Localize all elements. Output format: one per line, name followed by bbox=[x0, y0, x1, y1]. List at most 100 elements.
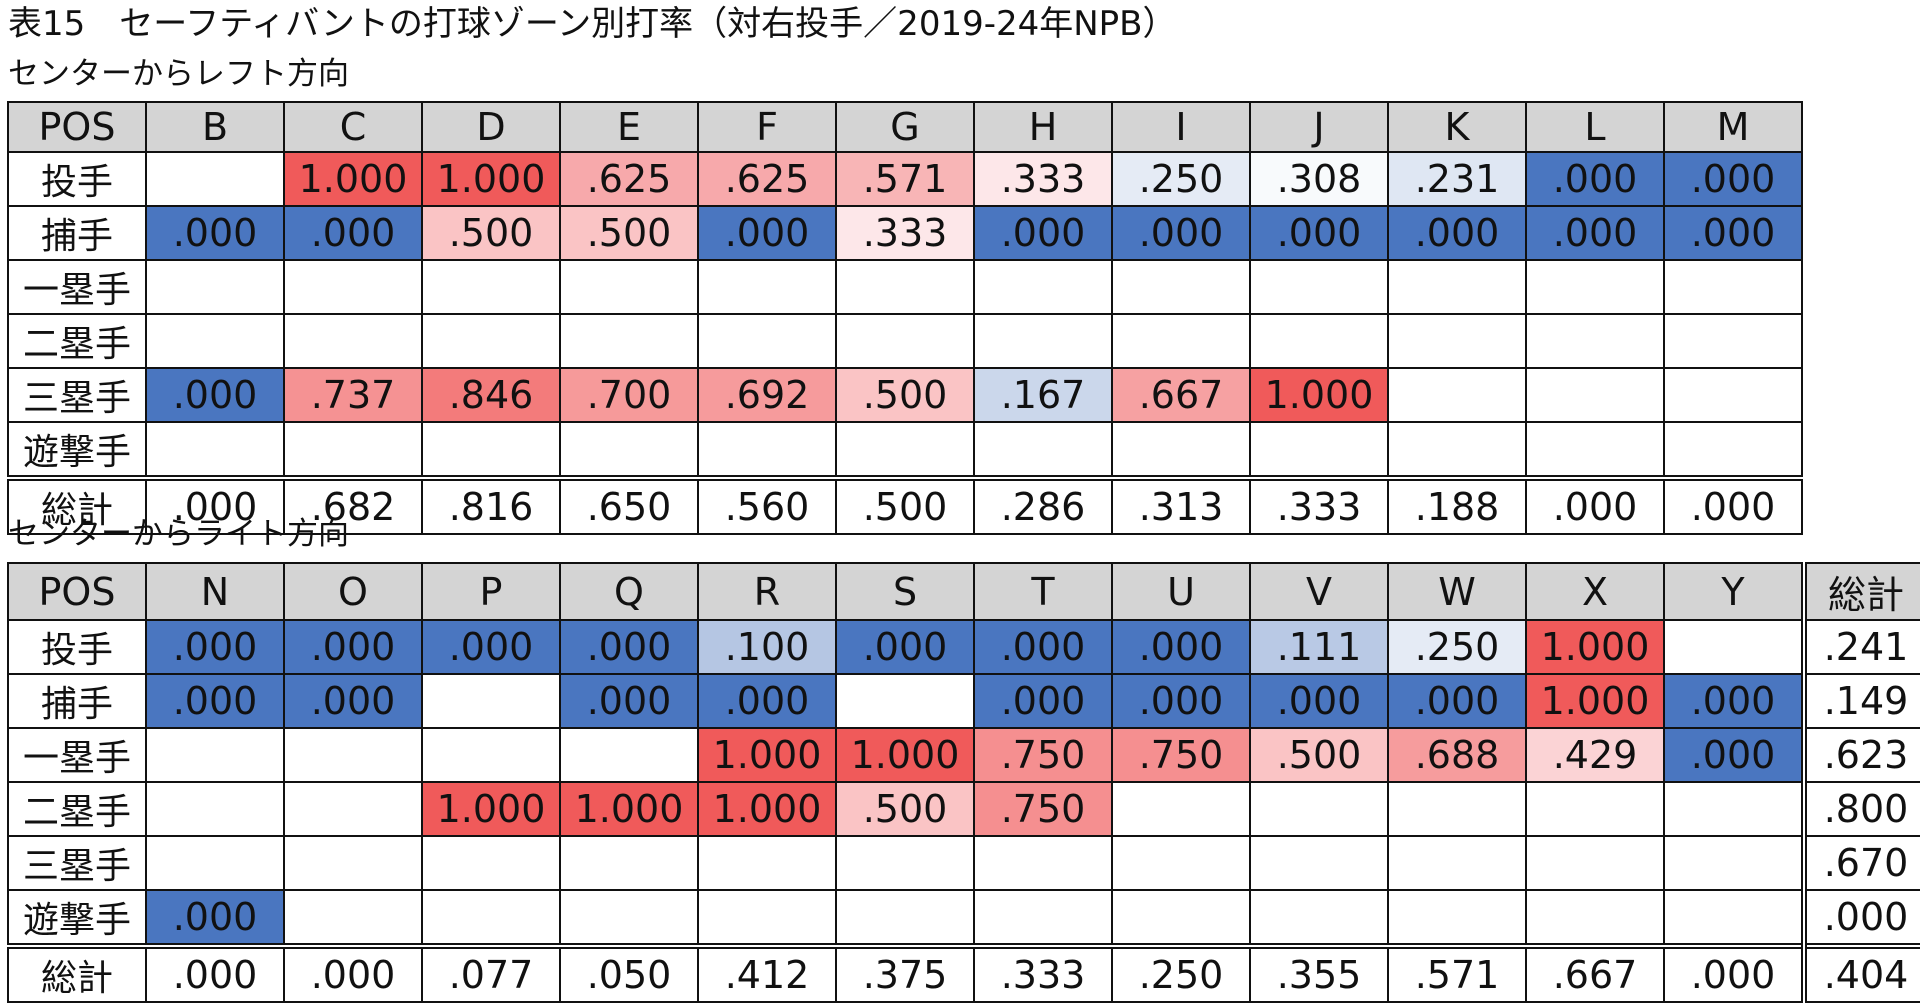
batting-average-cell bbox=[1387, 889, 1527, 947]
batting-average-cell bbox=[421, 889, 561, 947]
zone-header: F bbox=[697, 101, 837, 153]
batting-average-cell bbox=[559, 889, 699, 947]
batting-average-cell: .000 bbox=[1111, 619, 1251, 675]
batting-average-cell: .000 bbox=[973, 619, 1113, 675]
batting-average-cell: .000 bbox=[1111, 205, 1251, 261]
batting-average-cell bbox=[559, 421, 699, 479]
batting-average-cell bbox=[1249, 781, 1389, 837]
batting-average-cell: .000 bbox=[145, 619, 285, 675]
batting-average-cell: .571 bbox=[835, 151, 975, 207]
pos-header: POS bbox=[7, 562, 147, 621]
zone-total-cell: .816 bbox=[421, 475, 561, 535]
total-row: 総計 .000.000.077.050.412.375.333.250.355.5… bbox=[7, 943, 1920, 1003]
batting-average-cell: .167 bbox=[973, 367, 1113, 423]
batting-average-cell: 1.000 bbox=[697, 727, 837, 783]
zone-header: V bbox=[1249, 562, 1389, 621]
batting-average-cell bbox=[283, 781, 423, 837]
batting-average-cell: .429 bbox=[1525, 727, 1665, 783]
zone-header: X bbox=[1525, 562, 1665, 621]
batting-average-cell bbox=[421, 313, 561, 369]
batting-average-cell: .308 bbox=[1249, 151, 1389, 207]
zone-header: L bbox=[1525, 101, 1665, 153]
batting-average-cell: .000 bbox=[145, 673, 285, 729]
batting-average-cell: 1.000 bbox=[421, 781, 561, 837]
batting-average-cell: .500 bbox=[835, 781, 975, 837]
row-total-cell: .000 bbox=[1801, 889, 1920, 947]
zone-total-cell: .188 bbox=[1387, 475, 1527, 535]
batting-average-cell: .500 bbox=[421, 205, 561, 261]
batting-average-cell bbox=[145, 421, 285, 479]
zone-header: N bbox=[145, 562, 285, 621]
batting-average-cell bbox=[1387, 367, 1527, 423]
batting-average-cell: .000 bbox=[283, 619, 423, 675]
batting-average-cell bbox=[421, 835, 561, 891]
batting-average-cell bbox=[1387, 781, 1527, 837]
batting-average-cell: .000 bbox=[1249, 673, 1389, 729]
batting-average-cell: .231 bbox=[1387, 151, 1527, 207]
batting-average-cell bbox=[835, 259, 975, 315]
batting-average-cell bbox=[1249, 313, 1389, 369]
batting-average-cell bbox=[1663, 619, 1805, 675]
table-row: 三塁手 .670 bbox=[7, 835, 1920, 891]
table-row: 一塁手 bbox=[7, 259, 1803, 315]
batting-average-cell bbox=[1249, 835, 1389, 891]
position-label: 三塁手 bbox=[7, 367, 147, 423]
batting-average-cell: .000 bbox=[1111, 673, 1251, 729]
batting-average-cell: .625 bbox=[697, 151, 837, 207]
batting-average-cell: 1.000 bbox=[559, 781, 699, 837]
zone-header: J bbox=[1249, 101, 1389, 153]
batting-average-cell bbox=[421, 421, 561, 479]
batting-average-cell: .000 bbox=[973, 673, 1113, 729]
zone-total-cell: .667 bbox=[1525, 943, 1665, 1003]
batting-average-cell bbox=[145, 313, 285, 369]
batting-average-cell bbox=[283, 421, 423, 479]
position-label: 捕手 bbox=[7, 673, 147, 729]
row-total-cell: .800 bbox=[1801, 781, 1920, 837]
batting-average-cell bbox=[973, 259, 1113, 315]
table-row: 三塁手 .000.737.846.700.692.500.167.667 1.000 bbox=[7, 367, 1803, 423]
table-row: 捕手 .000.000.500.500.000.333.000.000.000.0… bbox=[7, 205, 1803, 261]
batting-average-cell: .000 bbox=[1663, 151, 1803, 207]
zone-header: C bbox=[283, 101, 423, 153]
batting-average-cell bbox=[145, 835, 285, 891]
batting-average-cell: .250 bbox=[1111, 151, 1251, 207]
batting-average-cell: .000 bbox=[283, 673, 423, 729]
batting-average-cell bbox=[1525, 781, 1665, 837]
batting-average-cell bbox=[973, 889, 1113, 947]
zone-header: P bbox=[421, 562, 561, 621]
batting-average-cell: .000 bbox=[145, 889, 285, 947]
table-row: 投手 1.000 1.000.625.625.571.333.250.308.231… bbox=[7, 151, 1803, 207]
batting-average-cell: .250 bbox=[1387, 619, 1527, 675]
batting-average-cell bbox=[1111, 259, 1251, 315]
batting-average-cell bbox=[283, 727, 423, 783]
zone-total-cell: .000 bbox=[283, 943, 423, 1003]
batting-average-cell bbox=[835, 421, 975, 479]
batting-average-cell bbox=[1111, 313, 1251, 369]
batting-average-cell: .000 bbox=[1525, 151, 1665, 207]
batting-average-cell: .692 bbox=[697, 367, 837, 423]
zone-header: B bbox=[145, 101, 285, 153]
zone-header: T bbox=[973, 562, 1113, 621]
batting-average-cell bbox=[1525, 889, 1665, 947]
batting-average-cell: .500 bbox=[835, 367, 975, 423]
batting-average-cell bbox=[697, 835, 837, 891]
zone-total-cell: .333 bbox=[973, 943, 1113, 1003]
batting-average-cell: .737 bbox=[283, 367, 423, 423]
zone-header: I bbox=[1111, 101, 1251, 153]
batting-average-cell bbox=[283, 313, 423, 369]
batting-average-cell: 1.000 bbox=[835, 727, 975, 783]
batting-average-cell: 1.000 bbox=[1525, 673, 1665, 729]
zone-header: U bbox=[1111, 562, 1251, 621]
zone-total-cell: .250 bbox=[1111, 943, 1251, 1003]
batting-average-cell bbox=[1111, 781, 1251, 837]
batting-average-cell bbox=[1111, 421, 1251, 479]
zone-header: R bbox=[697, 562, 837, 621]
batting-average-cell: .000 bbox=[1387, 673, 1527, 729]
batting-average-cell: .000 bbox=[1249, 205, 1389, 261]
position-label: 一塁手 bbox=[7, 259, 147, 315]
batting-average-cell: .846 bbox=[421, 367, 561, 423]
batting-average-cell bbox=[973, 313, 1113, 369]
zone-total-cell: .000 bbox=[1525, 475, 1665, 535]
left-section-subtitle: センターからレフト方向 bbox=[8, 56, 349, 92]
zone-total-cell: .000 bbox=[1663, 943, 1805, 1003]
